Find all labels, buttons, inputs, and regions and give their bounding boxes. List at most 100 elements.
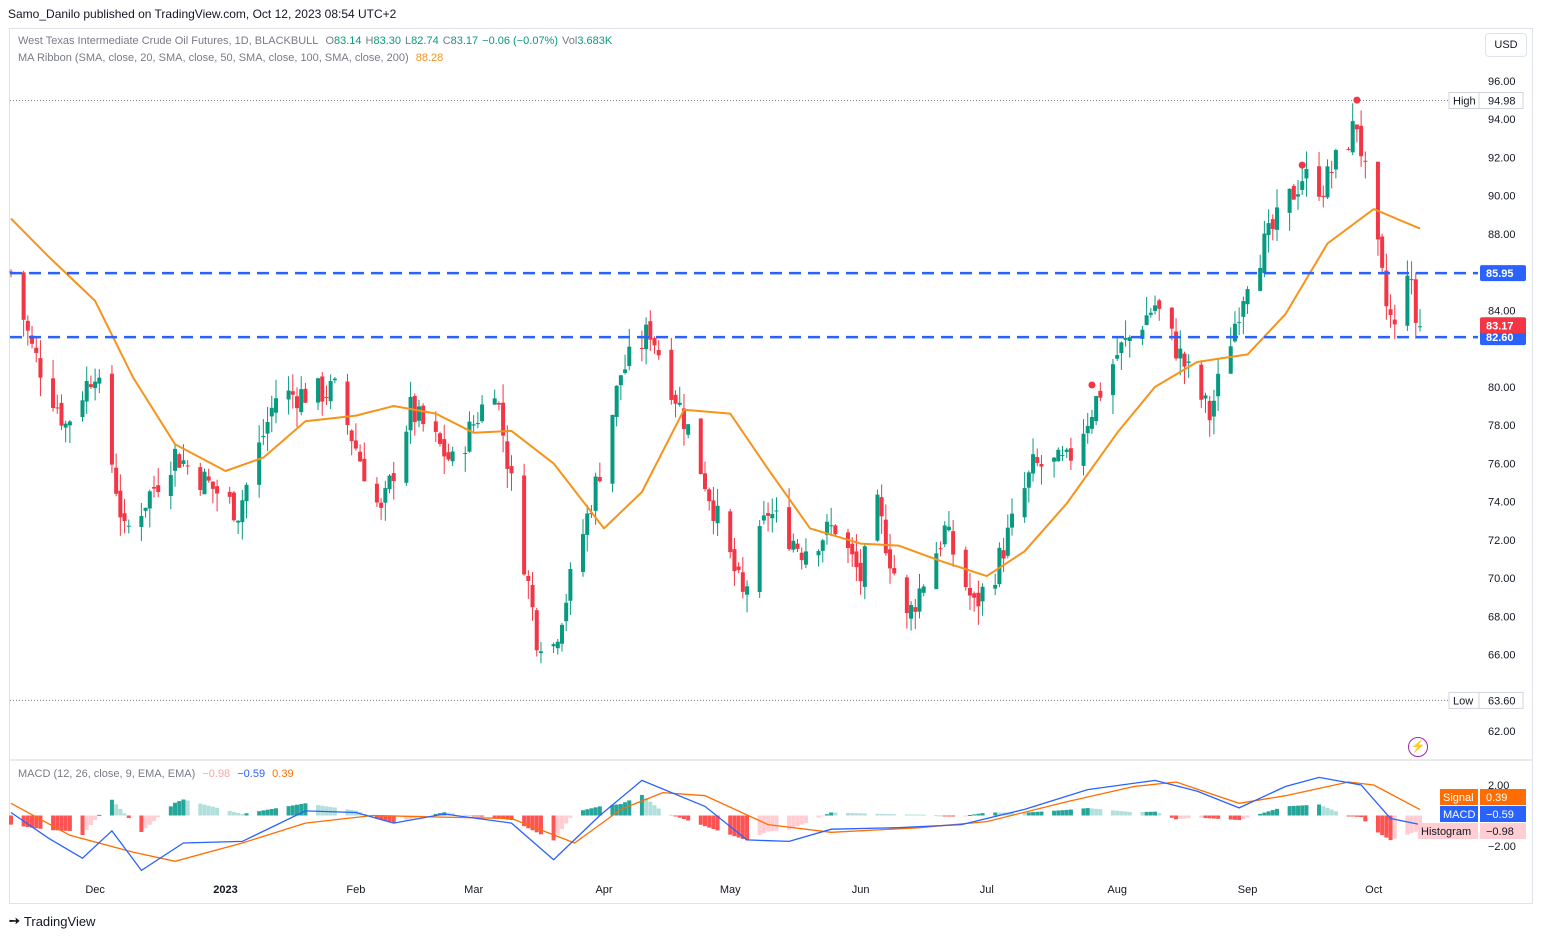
candle-body[interactable] [1241, 301, 1246, 317]
candle-body[interactable] [1354, 124, 1359, 130]
candle-body[interactable] [438, 433, 443, 444]
candle-body[interactable] [236, 520, 241, 523]
candle-body[interactable] [139, 516, 144, 527]
candle-body[interactable] [118, 490, 123, 518]
tradingview-logo[interactable]: ➙ TradingView [9, 913, 95, 929]
candle-body[interactable] [623, 369, 628, 373]
candle-body[interactable] [740, 572, 745, 592]
candle-body[interactable] [555, 641, 560, 649]
candle-body[interactable] [109, 373, 114, 465]
candle-body[interactable] [816, 551, 821, 556]
candle-body[interactable] [1270, 219, 1275, 229]
candle-body[interactable] [1359, 125, 1364, 157]
candle-body[interactable] [467, 421, 472, 452]
candle-body[interactable] [833, 525, 838, 535]
candle-body[interactable] [501, 402, 506, 436]
macd-line[interactable] [10, 776, 1421, 872]
candle-body[interactable] [206, 476, 211, 481]
candle-body[interactable] [1186, 361, 1191, 363]
candle-body[interactable] [1418, 326, 1422, 328]
candle-body[interactable] [1153, 305, 1158, 311]
candle-body[interactable] [286, 390, 291, 400]
signal-dot[interactable] [1088, 381, 1096, 389]
candle-body[interactable] [1031, 454, 1036, 474]
candle-body[interactable] [1388, 309, 1393, 316]
candle-body[interactable] [702, 473, 707, 490]
candle-body[interactable] [1363, 160, 1368, 162]
candle-body[interactable] [181, 460, 186, 464]
candle-body[interactable] [1174, 331, 1179, 359]
candle-body[interactable] [1178, 348, 1183, 359]
candle-body[interactable] [231, 492, 236, 521]
candle-body[interactable] [509, 466, 514, 474]
candle-body[interactable] [1140, 329, 1145, 339]
candle-body[interactable] [997, 547, 1002, 585]
candle-body[interactable] [1169, 307, 1174, 329]
candle-body[interactable] [93, 381, 98, 389]
candle-body[interactable] [198, 467, 203, 491]
candle-body[interactable] [639, 347, 644, 349]
candle-body[interactable] [934, 553, 939, 590]
currency-button[interactable]: USD [1485, 33, 1527, 57]
candle-body[interactable] [1228, 346, 1233, 374]
candle-body[interactable] [210, 481, 215, 489]
candle-body[interactable] [299, 389, 304, 413]
candle-body[interactable] [84, 381, 89, 402]
candle-body[interactable] [1333, 150, 1338, 170]
candle-body[interactable] [38, 358, 43, 378]
candle-body[interactable] [1375, 161, 1380, 240]
candle-body[interactable] [1157, 300, 1162, 309]
candle-body[interactable] [1001, 550, 1006, 559]
candle-body[interactable] [757, 526, 762, 592]
candle-body[interactable] [387, 475, 392, 490]
ma-ribbon-label[interactable]: MA Ribbon (SMA, close, 20, SMA, close, 5… [18, 52, 409, 64]
signal-dot[interactable] [1353, 96, 1361, 104]
candle-body[interactable] [610, 414, 615, 484]
candle-body[interactable] [875, 494, 880, 541]
candle-body[interactable] [63, 423, 68, 428]
candle-body[interactable] [1325, 166, 1330, 198]
candle-body[interactable] [471, 424, 476, 426]
candle-body[interactable] [345, 381, 350, 426]
candle-body[interactable] [972, 593, 977, 598]
candle-body[interactable] [244, 484, 249, 502]
candle-body[interactable] [711, 500, 716, 521]
candle-body[interactable] [320, 376, 325, 402]
candle-body[interactable] [143, 507, 148, 511]
candle-body[interactable] [883, 519, 888, 554]
candle-body[interactable] [938, 548, 943, 550]
candle-body[interactable] [442, 439, 447, 457]
candle-body[interactable] [1346, 148, 1351, 150]
candle-body[interactable] [585, 513, 590, 535]
candle-body[interactable] [404, 431, 409, 483]
candle-body[interactable] [686, 424, 691, 435]
candle-body[interactable] [1266, 223, 1271, 236]
candle-body[interactable] [921, 586, 926, 593]
candle-body[interactable] [1321, 195, 1326, 197]
candle-body[interactable] [1207, 400, 1212, 421]
candle-body[interactable] [463, 452, 468, 454]
candle-body[interactable] [227, 491, 232, 497]
candle-body[interactable] [976, 592, 981, 607]
candle-body[interactable] [980, 586, 985, 602]
candle-body[interactable] [913, 607, 918, 612]
candle-body[interactable] [803, 551, 808, 565]
candle-body[interactable] [862, 546, 867, 587]
candle-body[interactable] [648, 321, 653, 340]
candle-body[interactable] [358, 451, 363, 462]
candle-body[interactable] [295, 396, 300, 409]
candle-body[interactable] [362, 458, 367, 482]
candle-body[interactable] [1068, 448, 1073, 461]
candle-body[interactable] [240, 500, 245, 523]
candle-body[interactable] [324, 396, 329, 398]
candle-body[interactable] [677, 402, 682, 405]
candle-body[interactable] [1203, 395, 1208, 399]
candle-body[interactable] [538, 651, 543, 654]
candle-body[interactable] [627, 346, 632, 366]
candle-body[interactable] [59, 402, 64, 426]
candle-body[interactable] [669, 349, 674, 400]
candle-body[interactable] [475, 423, 480, 425]
candle-body[interactable] [681, 408, 686, 430]
candle-body[interactable] [1237, 322, 1242, 324]
candle-body[interactable] [522, 475, 527, 575]
